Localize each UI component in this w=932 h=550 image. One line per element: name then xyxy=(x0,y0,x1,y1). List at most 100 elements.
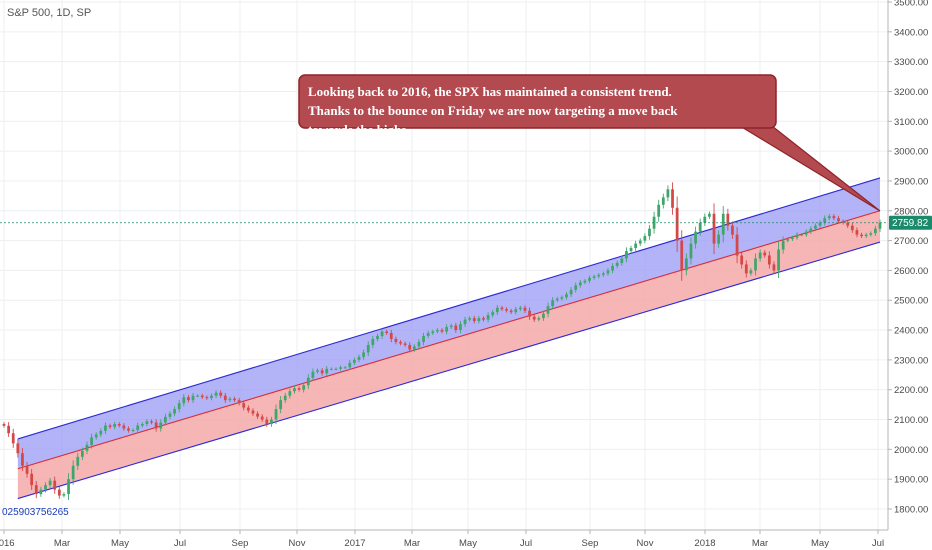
candle xyxy=(233,396,236,403)
candle xyxy=(25,461,29,478)
candle xyxy=(574,282,578,293)
candle xyxy=(800,233,804,237)
candle xyxy=(325,366,329,377)
candle xyxy=(76,452,80,470)
candle xyxy=(256,411,259,419)
candle xyxy=(786,237,790,243)
candle xyxy=(426,330,430,339)
candle xyxy=(357,354,361,363)
y-tick-label: 2100.00 xyxy=(894,415,928,426)
candle xyxy=(532,314,536,322)
candle xyxy=(343,365,347,369)
candle xyxy=(680,230,684,281)
candle xyxy=(477,315,481,324)
candle xyxy=(472,315,476,324)
candle xyxy=(265,416,269,427)
candle xyxy=(283,392,287,403)
candle xyxy=(754,253,757,276)
candle xyxy=(468,316,472,322)
y-tick-label: 2600.00 xyxy=(894,266,928,277)
candle xyxy=(48,477,52,488)
candle xyxy=(850,222,854,233)
candle xyxy=(94,432,98,440)
candle xyxy=(127,426,130,433)
candle xyxy=(53,476,57,494)
candle xyxy=(71,460,75,485)
callout-text: Looking back to 2016, the SPX has mainta… xyxy=(308,84,678,137)
candle xyxy=(140,422,144,428)
candle xyxy=(34,481,38,499)
candle xyxy=(777,241,780,279)
candle xyxy=(514,306,518,315)
candle xyxy=(463,316,467,327)
candle xyxy=(380,328,384,339)
y-tick-label: 2000.00 xyxy=(894,445,928,456)
candle xyxy=(389,329,393,343)
candle xyxy=(597,273,601,279)
candle xyxy=(288,388,292,399)
candle xyxy=(2,422,6,428)
channel-lower-line xyxy=(17,241,881,500)
y-tick-label: 2400.00 xyxy=(894,326,928,337)
x-tick-label: 2017 xyxy=(344,538,365,549)
candle xyxy=(758,249,762,262)
candle xyxy=(823,215,827,226)
last-price-badge xyxy=(889,215,932,230)
candle xyxy=(385,329,389,335)
candle xyxy=(117,422,121,428)
candle xyxy=(445,324,448,335)
x-tick-label: May xyxy=(111,538,129,549)
candle xyxy=(583,278,587,285)
candle xyxy=(791,235,794,241)
candle xyxy=(99,428,103,437)
candle xyxy=(578,280,582,288)
candle xyxy=(744,260,748,278)
candle xyxy=(329,367,333,371)
candle xyxy=(703,213,707,226)
candle xyxy=(684,253,688,276)
candle xyxy=(320,367,324,376)
candle xyxy=(39,486,43,497)
candle xyxy=(274,404,278,425)
candle xyxy=(168,411,172,420)
candle xyxy=(311,368,315,381)
candle xyxy=(440,328,444,334)
candle xyxy=(228,396,232,403)
candle xyxy=(279,396,283,414)
candle xyxy=(113,421,117,430)
candle xyxy=(721,206,725,243)
x-tick-label: Mar xyxy=(752,538,768,549)
channel-upper-band xyxy=(17,177,880,469)
candle xyxy=(740,251,744,269)
candle xyxy=(814,223,817,231)
y-tick-label: 2800.00 xyxy=(894,206,928,217)
candle xyxy=(251,408,255,416)
candle xyxy=(878,219,882,232)
x-tick-label: Jul xyxy=(174,538,186,549)
x-axis-ticks: 2016 Mar May Jul Sep Nov 2017 Mar May Jul Sep Nov 20… xyxy=(0,530,884,549)
candle xyxy=(560,295,564,301)
candle xyxy=(422,332,425,346)
candle xyxy=(495,304,499,315)
x-tick-label: Mar xyxy=(54,538,70,549)
candle xyxy=(191,392,195,403)
y-tick-label: 3300.00 xyxy=(894,57,928,68)
last-price-value: 2759.82 xyxy=(892,218,929,229)
candle xyxy=(196,394,200,398)
y-tick-label: 2700.00 xyxy=(894,236,928,247)
candle xyxy=(588,275,591,284)
candle xyxy=(832,214,836,221)
candle xyxy=(302,382,306,393)
candle xyxy=(122,423,126,431)
last-price-marker: 2759.82 xyxy=(889,215,932,230)
candle xyxy=(200,393,204,400)
candle xyxy=(500,305,504,312)
candle xyxy=(671,182,674,215)
x-tick-label: Nov xyxy=(289,538,306,549)
y-tick-label: 2500.00 xyxy=(894,296,928,307)
candle xyxy=(809,226,813,234)
x-tick-label: Sep xyxy=(232,538,249,549)
candle xyxy=(436,328,439,334)
candle xyxy=(509,308,513,315)
